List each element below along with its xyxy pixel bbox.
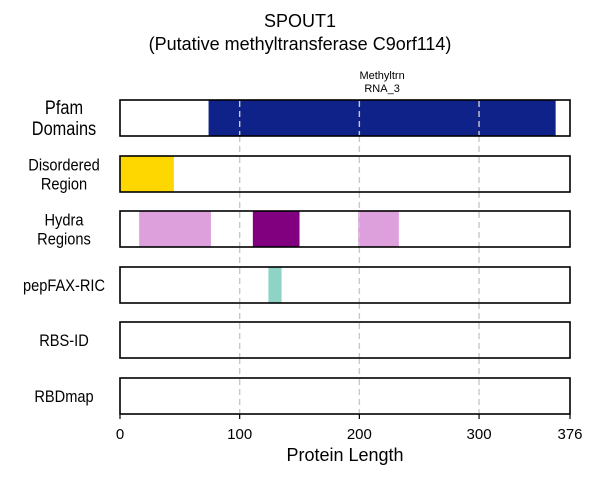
segment-bar [120,156,174,192]
x-tick-label: 100 [227,426,252,443]
track-frame [119,155,571,193]
track-frame [119,266,571,304]
segment-bar [358,211,399,247]
segment-bar [252,211,300,247]
track-label: Regions [37,231,91,249]
track-label: Region [41,176,87,194]
track-frame [119,210,571,248]
track-label: RBS-ID [39,332,89,350]
segment-bar [208,100,556,136]
segment-label: Methyltrn [359,70,404,82]
segment-bar [139,211,211,247]
track-label: Domains [32,118,97,139]
track-label: RBDmap [34,388,93,406]
track-label: Disordered [28,157,99,175]
x-tick-label: 0 [116,426,124,443]
track-label: Hydra [45,212,84,230]
grid-layer [238,101,480,413]
track-frame [119,377,571,415]
segment-label: RNA_3 [364,83,399,95]
x-tick-label: 200 [347,426,372,443]
x-tick-label: 376 [557,426,582,443]
x-axis-label: Protein Length [286,445,403,465]
track-label: Pfam [45,97,83,118]
tracks-layer: MethyltrnRNA_3PfamDomainsDisorderedRegio… [23,70,556,406]
x-tick-label: 300 [467,426,492,443]
chart-subtitle: (Putative methyltransferase C9orf114) [148,34,452,54]
x-axis: 0 100 200 300 376 Protein Length [116,414,583,465]
track-frame [119,99,571,137]
segment-bar [268,267,282,303]
track-label: pepFAX-RIC [23,277,105,295]
chart-title: SPOUT1 [263,11,337,31]
track-frame [119,321,571,359]
